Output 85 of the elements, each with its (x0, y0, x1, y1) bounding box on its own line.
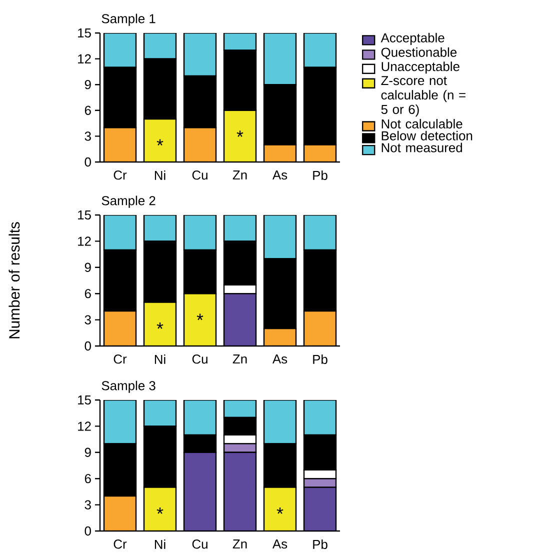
bar (263, 400, 297, 444)
bar (143, 400, 177, 427)
chart-title: Sample 3 (102, 380, 156, 393)
y-tick-label: 0 (84, 341, 91, 351)
y-tick-label: 3 (84, 315, 91, 324)
x-tick-label: As (272, 540, 288, 549)
y-tick-label: 12 (78, 54, 91, 64)
legend-label: Unacceptable (382, 62, 460, 74)
bar (104, 311, 136, 346)
x-tick-label: Ni (154, 354, 166, 364)
annotation: * (236, 130, 244, 137)
legend-label: Z-score not calculable (n = 5 or 6) (381, 76, 466, 117)
bar (183, 214, 217, 251)
x-tick-label: As (272, 354, 288, 364)
y-axis-title: Number of results (8, 222, 20, 338)
y-tick-label: 9 (84, 448, 91, 457)
y-tick-label: 15 (78, 28, 91, 38)
legend-label: Questionable (381, 47, 457, 60)
bar (223, 32, 257, 51)
y-tick-label: 12 (78, 422, 91, 431)
x-tick-label: Cr (114, 540, 127, 549)
bar (224, 452, 256, 531)
legend-label: Acceptable (380, 32, 444, 45)
bar (184, 128, 216, 162)
chart-title: Sample 1 (102, 14, 156, 26)
bar (264, 144, 296, 162)
x-tick-label: Ni (154, 540, 166, 549)
bar (263, 486, 297, 531)
bar (104, 128, 136, 162)
bar (103, 32, 137, 68)
y-tick-label: 12 (78, 236, 91, 246)
bar (103, 400, 137, 444)
x-tick-label: Pb (313, 354, 328, 364)
chart-title: Sample 2 (102, 196, 156, 208)
y-tick-label: 3 (84, 132, 91, 141)
bar (223, 400, 257, 418)
bar (183, 32, 217, 77)
y-tick-label: 3 (84, 500, 91, 510)
y-tick-label: 6 (84, 289, 91, 298)
x-tick-label: Pb (313, 170, 328, 180)
y-tick-label: 6 (84, 474, 91, 484)
x-tick-label: Cr (114, 354, 127, 364)
bar (183, 293, 217, 346)
bar (263, 32, 297, 86)
y-tick-label: 9 (84, 80, 91, 90)
annotation: * (156, 508, 164, 514)
y-tick-label: 6 (84, 106, 91, 115)
bar (143, 214, 177, 242)
bar (184, 452, 216, 531)
x-tick-label: Cr (114, 170, 127, 180)
legend-label: Not measured (382, 142, 462, 152)
y-tick-label: 15 (78, 210, 91, 220)
bar (303, 32, 337, 68)
x-tick-label: Cu (192, 540, 208, 549)
y-tick-label: 0 (84, 157, 91, 167)
bar (303, 310, 337, 346)
bar (264, 328, 296, 346)
y-tick-label: 0 (84, 526, 91, 536)
y-tick-label: 9 (84, 262, 91, 272)
bar (144, 487, 176, 531)
x-tick-label: Ni (154, 170, 166, 180)
bar (143, 32, 177, 60)
bar (223, 214, 257, 242)
y-tick-label: 15 (78, 395, 91, 405)
x-tick-label: Pb (313, 540, 328, 550)
bar (263, 214, 297, 260)
x-tick-label: Cu (192, 170, 208, 180)
bar (144, 118, 176, 162)
bar (144, 302, 176, 346)
x-tick-label: As (272, 170, 288, 180)
x-tick-label: Zn (232, 170, 247, 180)
bar (183, 400, 217, 436)
legend-label: Below detection (382, 130, 472, 140)
bar (103, 214, 137, 251)
bar (223, 110, 257, 162)
x-tick-label: Cu (192, 354, 208, 364)
legend-label: Not calculable (382, 118, 462, 128)
x-tick-label: Zn (232, 540, 247, 548)
annotation: * (196, 314, 204, 320)
bar (303, 214, 337, 251)
x-tick-label: Zn (232, 354, 247, 364)
annotation: * (156, 322, 164, 329)
annotation: * (276, 508, 284, 514)
bar (303, 400, 337, 436)
annotation: * (156, 139, 164, 146)
